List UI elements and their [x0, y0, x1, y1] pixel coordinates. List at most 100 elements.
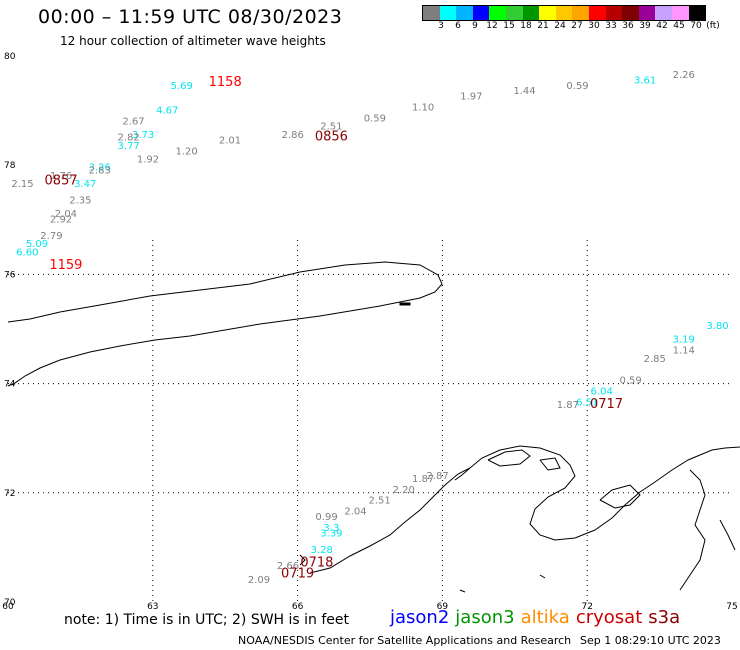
lat-tick-label: 78 — [4, 161, 16, 171]
footnote: note: 1) Time is in UTC; 2) SWH is in fe… — [64, 612, 350, 628]
colorbar-swatch — [688, 6, 706, 20]
colorbar-label: 18 — [520, 21, 532, 31]
wave-height-label: 3.80 — [706, 321, 728, 332]
legend-item-s3a: s3a — [648, 607, 681, 628]
coastline-islet — [399, 302, 411, 306]
colorbar-swatch — [539, 6, 556, 20]
colorbar-swatch — [472, 6, 490, 20]
wave-height-label: 1.14 — [673, 346, 695, 357]
coastline-east-4 — [719, 519, 736, 551]
wave-height-label: 3.26 — [89, 163, 111, 174]
wave-height-label: 2.04 — [55, 209, 77, 220]
graticule — [8, 240, 732, 602]
lon-tick-label: 69 — [437, 602, 449, 612]
lon-tick-label: 66 — [292, 602, 304, 612]
wave-height-label: 1.44 — [513, 86, 535, 97]
colorbar-label: 42 — [656, 21, 668, 31]
coastline-east-2 — [599, 484, 641, 509]
credit-line: NOAA/NESDIS Center for Satellite Applica… — [238, 634, 572, 647]
wave-height-label: 3.47 — [74, 179, 96, 190]
colorbar-swatch — [572, 6, 589, 20]
coastline — [7, 261, 740, 593]
map-title: 00:00 – 11:59 UTC 08/30/2023 — [38, 6, 343, 28]
wave-height-label: 2.66 — [277, 561, 299, 572]
legend-item-jason3: jason3 — [455, 607, 515, 628]
map-subtitle: 12 hour collection of altimeter wave hei… — [60, 34, 326, 48]
wave-height-label: 6.04 — [591, 387, 613, 398]
wave-height-label: 3.77 — [118, 141, 140, 152]
colorbar-label: 27 — [571, 21, 583, 31]
wave-height-label: 2.67 — [122, 116, 144, 127]
pass-time-label: 0857 — [45, 173, 78, 188]
lat-tick-label: 70 — [4, 598, 16, 608]
pass-time-label: 0717 — [590, 397, 623, 412]
pass-time-label: 1159 — [49, 258, 82, 273]
wave-height-label: 2.26 — [673, 70, 695, 81]
wave-height-label: 4.67 — [156, 105, 178, 116]
wave-height-label: 2.85 — [644, 354, 666, 365]
wave-height-label: 2.15 — [11, 179, 33, 190]
colorbar — [422, 5, 707, 21]
pass-time-label: 0719 — [281, 566, 314, 581]
wave-height-label: 2.86 — [282, 130, 304, 141]
colorbar-swatch — [655, 6, 672, 20]
wave-height-label: 2.82 — [118, 133, 140, 144]
coastline-east-3 — [679, 469, 706, 591]
legend-item-cryosat: cryosat — [575, 607, 643, 628]
colorbar-label: (ft) — [706, 21, 720, 31]
colorbar-label: 3 — [438, 21, 444, 31]
wave-height-label: 1.10 — [412, 103, 434, 114]
wave-height-label: 2.92 — [50, 215, 72, 226]
coastline-inlet — [454, 467, 471, 481]
colorbar-label: 12 — [486, 21, 498, 31]
colorbar-label: 24 — [554, 21, 566, 31]
wave-height-label: 0.99 — [315, 512, 337, 523]
wave-height-label: 5.09 — [26, 239, 48, 250]
wave-height-label: 3.28 — [311, 545, 333, 556]
colorbar-swatch — [622, 6, 639, 20]
pass-time-label: 1158 — [209, 75, 242, 90]
colorbar-swatch — [588, 6, 606, 20]
wave-height-label: 1.87 — [557, 400, 579, 411]
lat-tick-label: 74 — [4, 380, 16, 390]
pass-time-label: 0856 — [315, 130, 348, 145]
colorbar-label: 15 — [503, 21, 515, 31]
lon-tick-label: 63 — [147, 602, 158, 612]
wave-height-label: 0.59 — [566, 81, 588, 92]
lon-tick-label: 75 — [726, 602, 737, 612]
colorbar-swatch — [423, 6, 440, 20]
wave-height-label: 3.3 — [323, 523, 339, 534]
wave-height-label: 6.51 — [576, 397, 598, 408]
wave-height-label: 2.35 — [69, 195, 91, 206]
wave-height-label: 2.01 — [219, 135, 241, 146]
wave-height-label: 2.51 — [369, 496, 391, 507]
colorbar-swatch — [605, 6, 623, 20]
coastline-bylot — [487, 449, 531, 467]
wave-height-label: 2.51 — [320, 122, 342, 133]
legend-item-altika: altika — [520, 607, 570, 628]
colorbar-swatch — [671, 6, 689, 20]
wave-height-label: 6.60 — [16, 247, 38, 258]
wave-height-label: 2.87 — [426, 471, 448, 482]
wave-height-label: 3.73 — [132, 130, 154, 141]
colorbar-swatch — [555, 6, 573, 20]
pass-time-label: 0718 — [300, 556, 333, 571]
colorbar-label: 33 — [605, 21, 617, 31]
colorbar-swatch — [505, 6, 523, 20]
wave-height-label: 2.83 — [89, 165, 111, 176]
wave-height-label: 3.61 — [634, 75, 656, 86]
wave-height-label: 1.20 — [175, 146, 197, 157]
colorbar-label: 6 — [455, 21, 461, 31]
wave-height-label: 1.76 — [50, 171, 72, 182]
lon-tick-label: 72 — [581, 602, 592, 612]
wave-height-label: 0.59 — [620, 376, 642, 387]
colorbar-swatch — [456, 6, 473, 20]
wave-height-label: 2.04 — [344, 507, 366, 518]
colorbar-label: 39 — [639, 21, 651, 31]
colorbar-label: 30 — [588, 21, 600, 31]
colorbar-swatch — [638, 6, 656, 20]
colorbar-label: 21 — [537, 21, 549, 31]
colorbar-labels: 3 6 9 12 15 18 21 24 27 30 33 36 39 42 45 70 (ft) — [422, 21, 740, 33]
colorbar-label: 9 — [472, 21, 478, 31]
wave-height-label: 2.79 — [40, 231, 62, 242]
